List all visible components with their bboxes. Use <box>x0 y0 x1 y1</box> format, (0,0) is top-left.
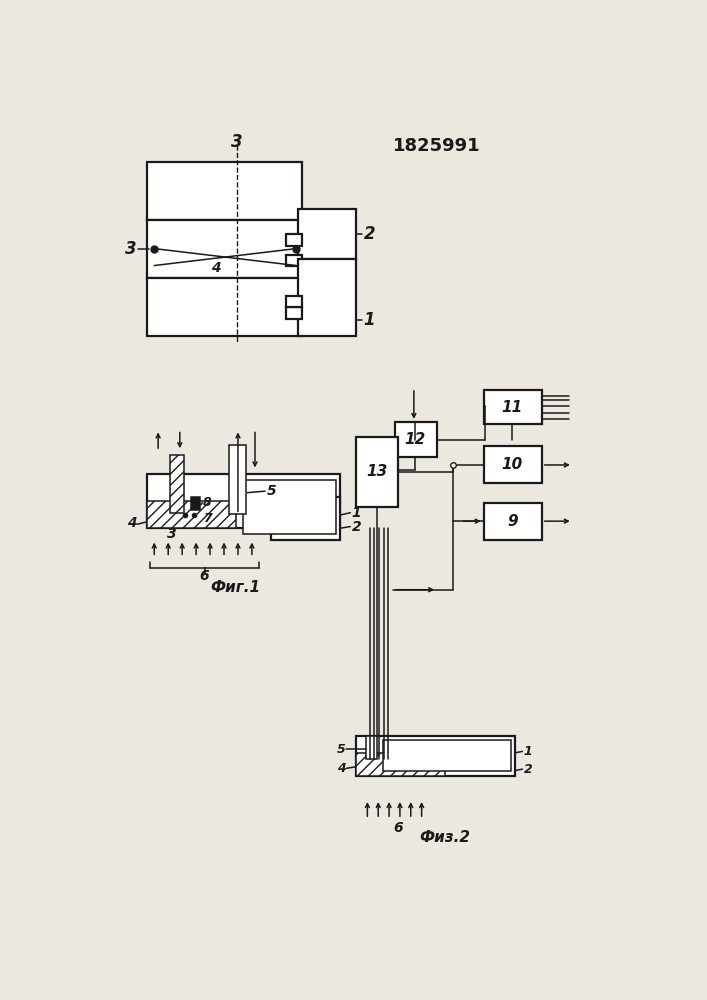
Text: 7: 7 <box>203 512 212 525</box>
Bar <box>146 220 301 278</box>
Text: 6: 6 <box>200 569 209 583</box>
Bar <box>366 736 378 759</box>
Bar <box>356 736 515 776</box>
Bar <box>191 497 200 510</box>
Bar <box>484 503 542 540</box>
Text: 2: 2 <box>524 763 532 776</box>
Bar <box>395 422 437 457</box>
Text: 3: 3 <box>168 527 177 541</box>
Text: 9: 9 <box>507 514 518 529</box>
Bar <box>230 445 247 514</box>
Text: 5: 5 <box>337 743 346 756</box>
Bar <box>286 255 301 266</box>
Text: 6: 6 <box>394 821 403 835</box>
Bar <box>146 162 301 220</box>
Text: 12: 12 <box>405 432 426 447</box>
Text: Фиг.1: Фиг.1 <box>211 580 261 595</box>
Bar <box>484 389 542 424</box>
Text: 3: 3 <box>125 240 136 258</box>
Bar <box>298 209 356 259</box>
Text: 1825991: 1825991 <box>393 137 481 155</box>
Text: 1: 1 <box>363 311 375 329</box>
Bar <box>146 501 235 528</box>
Text: 4: 4 <box>127 516 136 530</box>
Text: 2: 2 <box>363 225 375 243</box>
Bar <box>243 480 337 534</box>
Bar <box>271 497 340 540</box>
Bar <box>146 278 301 336</box>
Text: Физ.2: Физ.2 <box>419 830 470 845</box>
Text: 3: 3 <box>231 133 243 151</box>
Text: 4: 4 <box>337 762 346 775</box>
Bar <box>286 307 301 319</box>
Text: 4: 4 <box>211 261 221 275</box>
Text: 10: 10 <box>502 457 523 472</box>
Bar <box>170 455 184 513</box>
Text: 1: 1 <box>352 506 361 520</box>
Text: 5: 5 <box>267 484 276 498</box>
Text: 11: 11 <box>502 400 523 415</box>
Bar <box>484 446 542 483</box>
Text: 13: 13 <box>366 464 387 479</box>
Bar <box>298 259 356 336</box>
Bar <box>356 753 445 776</box>
Text: 8: 8 <box>203 496 212 509</box>
Bar <box>286 234 301 246</box>
Bar <box>383 740 510 771</box>
Bar <box>286 296 301 307</box>
Bar <box>356 437 398 507</box>
Bar <box>146 474 340 528</box>
Text: 1: 1 <box>524 745 532 758</box>
Text: 2: 2 <box>352 520 361 534</box>
